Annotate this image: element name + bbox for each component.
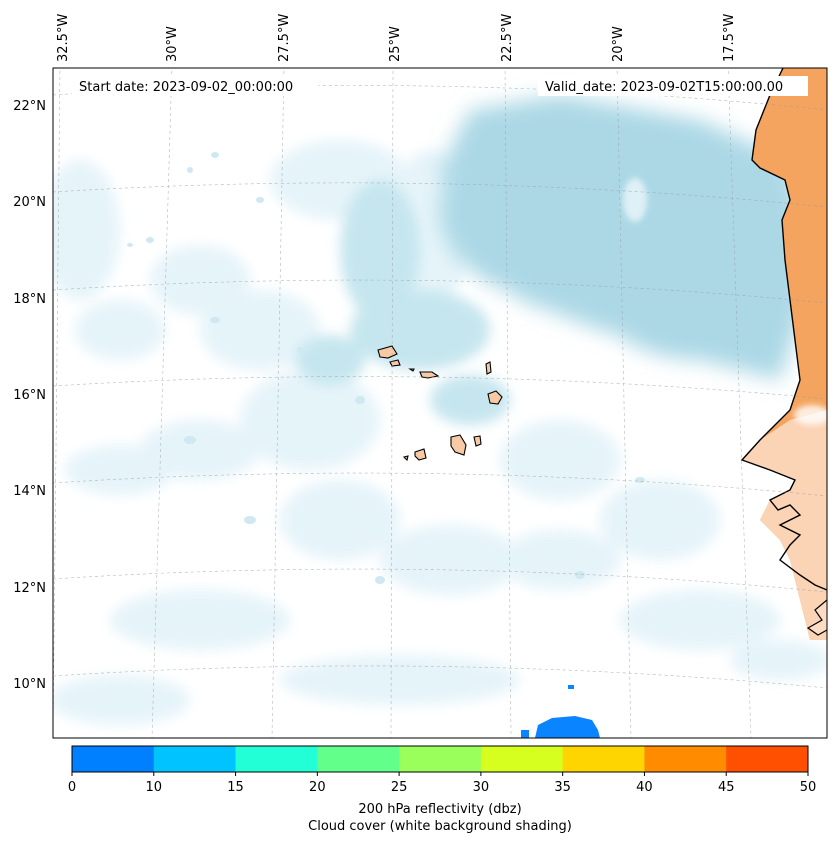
colorbar-label-line2: Cloud cover (white background shading)	[308, 819, 572, 834]
cloud-gap	[623, 178, 647, 222]
colorbar-tick-label: 20	[309, 780, 326, 795]
colorbar-tick-label: 50	[800, 780, 817, 795]
colorbar-segment	[235, 746, 318, 772]
longitude-labels: 32.5°W 30°W 27.5°W 25°W 22.5°W 20°W 17.5…	[56, 14, 737, 62]
map-content	[53, 68, 827, 738]
colorbar-tick-label: 35	[554, 780, 571, 795]
start-date-label: Start date: 2023-09-02_00:00:00	[79, 80, 293, 95]
lon-label: 20°W	[611, 26, 626, 62]
africa-coastline-south	[806, 599, 827, 636]
colorbar-label-line1: 200 hPa reflectivity (dbz)	[358, 802, 521, 817]
colorbar-segment	[399, 746, 482, 772]
colorbar-tick-label: 40	[636, 780, 653, 795]
lon-label: 25°W	[388, 26, 403, 62]
reflectivity-patch	[521, 685, 600, 738]
colorbar-segment	[726, 746, 809, 772]
colorbar-frame	[71, 745, 809, 773]
cloud-cover-faint	[53, 140, 827, 725]
colorbar-tick-label: 0	[68, 780, 76, 795]
lat-label: 14°N	[13, 484, 46, 499]
cloud-cover-main	[440, 95, 810, 380]
lon-label: 17.5°W	[722, 14, 737, 62]
lon-label: 22.5°W	[500, 14, 515, 62]
colorbar-segment	[562, 746, 645, 772]
colorbar-tick-label: 30	[473, 780, 490, 795]
africa-coastline	[740, 68, 827, 591]
lon-label: 32.5°W	[56, 14, 71, 62]
lat-label: 16°N	[13, 388, 46, 403]
valid-date-label: Valid_date: 2023-09-02T15:00:00.00	[545, 80, 783, 95]
map-frame	[52, 67, 828, 739]
lat-label: 20°N	[13, 195, 46, 210]
colorbar-segment	[72, 746, 155, 772]
cloud-cover-specks	[127, 152, 645, 584]
valid-date-box	[538, 76, 808, 96]
colorbar: 0 10 15 20 25 30 35 40 45 50	[68, 745, 817, 795]
latitude-labels: 22°N 20°N 18°N 16°N 14°N 12°N 10°N	[13, 99, 46, 692]
start-date-box	[72, 76, 318, 96]
colorbar-tick-label: 10	[146, 780, 163, 795]
lat-label: 10°N	[13, 677, 46, 692]
lon-label: 30°W	[165, 26, 180, 62]
lon-label: 27.5°W	[277, 14, 292, 62]
colorbar-tick-label: 45	[718, 780, 735, 795]
lat-label: 12°N	[13, 581, 46, 596]
land-cloud-patch	[794, 405, 827, 425]
colorbar-segment	[317, 746, 400, 772]
colorbar-tick-label: 25	[391, 780, 408, 795]
lat-label: 22°N	[13, 99, 46, 114]
colorbar-segment	[480, 746, 564, 772]
colorbar-segment	[153, 746, 237, 772]
colorbar-tick-label: 15	[227, 780, 244, 795]
lat-label: 18°N	[13, 292, 46, 307]
colorbar-segment	[644, 746, 727, 772]
